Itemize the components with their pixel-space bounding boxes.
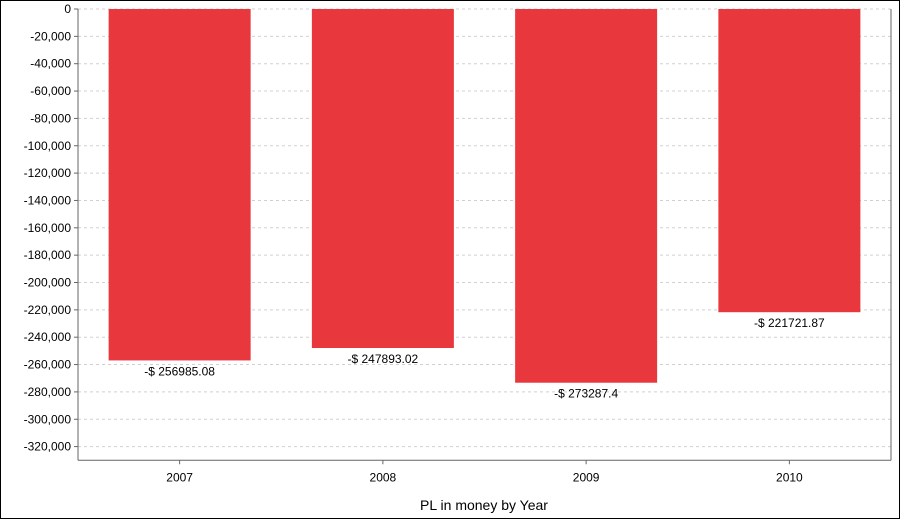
y-tick-label: -200,000	[24, 276, 72, 290]
bars	[108, 9, 861, 383]
data-label-2007: -$ 256985.08	[144, 364, 215, 378]
data-label-2010: -$ 221721.87	[754, 316, 825, 330]
x-tick-label-2007: 2007	[166, 470, 193, 484]
y-tick-label: -180,000	[24, 248, 72, 262]
y-tick-label: -100,000	[24, 139, 72, 153]
x-axis-tick-labels: 2007 2008 2009 2010	[166, 470, 803, 484]
x-axis-title: PL in money by Year	[420, 497, 548, 513]
y-tick-label: -120,000	[24, 166, 72, 180]
bar-2008	[311, 9, 454, 348]
x-tick-label-2008: 2008	[370, 470, 397, 484]
y-tick-label: -260,000	[24, 358, 72, 372]
y-tick-label: -300,000	[24, 412, 72, 426]
y-tick-label: -240,000	[24, 330, 72, 344]
data-labels: -$ 256985.08 -$ 247893.02 -$ 273287.4 -$ 22…	[144, 316, 825, 401]
y-tick-label: -60,000	[30, 84, 71, 98]
y-tick-label: -160,000	[24, 221, 72, 235]
y-tick-label: 0	[64, 2, 71, 16]
data-label-2009: -$ 273287.4	[554, 387, 618, 401]
x-tick-label-2010: 2010	[776, 470, 803, 484]
y-tick-label: -80,000	[30, 111, 71, 125]
x-tick-label-2009: 2009	[573, 470, 600, 484]
y-tick-label: -40,000	[30, 57, 71, 71]
y-tick-label: -220,000	[24, 303, 72, 317]
axes	[74, 8, 892, 465]
bar-2009	[515, 9, 658, 383]
y-axis-tick-labels: 0 -20,000 -40,000 -60,000 -80,000 -100,000 -12…	[24, 2, 72, 454]
y-tick-label: -20,000	[30, 29, 71, 43]
bar-2007	[108, 9, 251, 361]
y-tick-label: -280,000	[24, 385, 72, 399]
data-label-2008: -$ 247893.02	[348, 352, 419, 366]
y-tick-label: -140,000	[24, 193, 72, 207]
y-tick-label: -320,000	[24, 440, 72, 454]
bar-2010	[718, 9, 861, 313]
